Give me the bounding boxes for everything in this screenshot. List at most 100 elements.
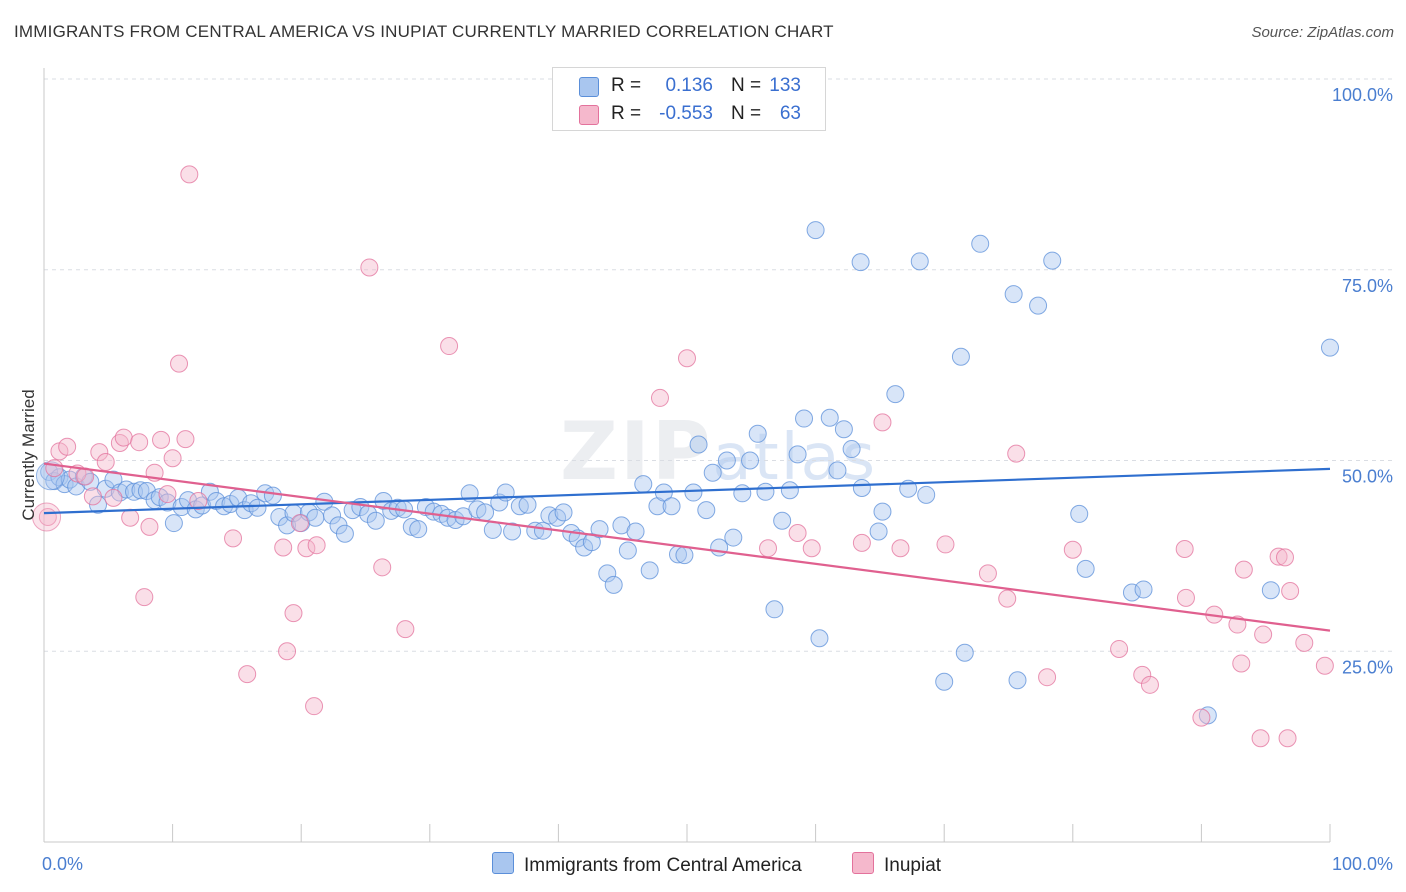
point-inupiat xyxy=(130,433,149,452)
point-central-america xyxy=(604,575,623,594)
point-inupiat xyxy=(297,539,316,558)
point-central-america xyxy=(724,528,743,547)
point-central-america xyxy=(756,482,775,501)
point-central-america xyxy=(1076,559,1095,578)
point-central-america xyxy=(717,451,736,470)
point-inupiat xyxy=(650,388,669,407)
point-central-america xyxy=(242,494,261,513)
legend-n-label: N = xyxy=(731,75,762,96)
point-central-america xyxy=(366,511,385,530)
point-central-america xyxy=(820,408,839,427)
series-central-america-points xyxy=(35,221,1339,725)
legend-r-label: R = xyxy=(611,103,642,124)
point-inupiat xyxy=(307,536,326,555)
point-central-america xyxy=(828,461,847,480)
point-inupiat xyxy=(1232,654,1251,673)
point-inupiat xyxy=(1192,708,1211,727)
point-inupiat xyxy=(45,459,64,478)
point-central-america xyxy=(910,252,929,271)
point-central-america xyxy=(886,385,905,404)
point-inupiat xyxy=(224,529,243,548)
point-inupiat xyxy=(1007,444,1026,463)
point-inupiat xyxy=(1315,656,1334,675)
point-central-america xyxy=(125,482,144,501)
point-central-america xyxy=(733,484,752,503)
legend: R = 0.136 N = 133 R = -0.553 N = 63 xyxy=(552,67,826,131)
chart-title: IMMIGRANTS FROM CENTRAL AMERICA VS INUPI… xyxy=(14,22,834,41)
point-inupiat xyxy=(360,258,379,277)
bottom-legend-label: Immigrants from Central America xyxy=(524,855,802,876)
bottom-legend-swatch-pink xyxy=(852,852,874,874)
axes xyxy=(43,68,1331,843)
point-inupiat xyxy=(32,502,62,532)
point-inupiat xyxy=(83,487,102,506)
point-central-america xyxy=(483,520,502,539)
point-central-america xyxy=(640,561,659,580)
point-central-america xyxy=(248,498,267,517)
point-inupiat xyxy=(678,349,696,368)
point-central-america xyxy=(618,541,637,560)
point-central-america xyxy=(1134,580,1153,599)
point-central-america xyxy=(834,420,853,439)
point-inupiat xyxy=(180,165,199,184)
point-central-america xyxy=(263,486,282,505)
point-central-america xyxy=(773,511,792,530)
x-tick-label: 100.0% xyxy=(1332,854,1393,874)
point-inupiat xyxy=(440,337,459,356)
point-central-america xyxy=(598,564,617,583)
point-inupiat xyxy=(96,453,115,472)
point-central-america xyxy=(1122,583,1141,602)
point-inupiat xyxy=(1133,665,1152,684)
point-central-america xyxy=(518,495,537,514)
series-inupiat-points xyxy=(32,165,1334,748)
point-inupiat xyxy=(104,488,123,507)
point-inupiat xyxy=(1175,540,1194,559)
point-central-america xyxy=(1004,285,1023,304)
point-central-america xyxy=(951,347,970,366)
point-inupiat xyxy=(873,413,892,432)
point-central-america xyxy=(955,643,974,662)
legend-r-label: R = xyxy=(611,75,642,96)
point-central-america xyxy=(503,522,522,541)
point-central-america xyxy=(842,440,861,459)
point-central-america xyxy=(1261,581,1280,600)
point-central-america xyxy=(971,234,990,253)
point-central-america xyxy=(684,483,703,502)
point-central-america xyxy=(335,524,354,543)
point-inupiat xyxy=(373,558,392,577)
trend-line-central-america xyxy=(43,467,1331,515)
point-central-america xyxy=(788,445,807,464)
point-central-america xyxy=(662,497,681,516)
point-inupiat xyxy=(278,642,297,661)
bottom-legend-swatch-blue xyxy=(492,852,514,874)
point-inupiat xyxy=(1038,668,1057,687)
point-inupiat xyxy=(58,437,77,456)
point-central-america xyxy=(1029,296,1048,315)
point-central-america xyxy=(795,409,814,428)
point-inupiat xyxy=(802,539,821,558)
trend-line-inupiat xyxy=(43,462,1331,632)
point-central-america xyxy=(131,481,150,500)
point-inupiat xyxy=(1281,581,1300,600)
point-central-america xyxy=(869,522,888,541)
legend-swatch-blue xyxy=(579,77,599,97)
point-inupiat xyxy=(396,620,415,639)
legend-n-value: 133 xyxy=(769,75,801,96)
point-inupiat xyxy=(1063,540,1082,559)
point-inupiat xyxy=(90,443,109,462)
point-inupiat xyxy=(852,533,871,552)
point-inupiat xyxy=(1176,588,1195,607)
legend-row-inupiat: R = -0.553 N = 63 xyxy=(553,101,825,129)
point-inupiat xyxy=(290,514,309,533)
point-inupiat xyxy=(152,430,171,449)
point-inupiat xyxy=(1295,633,1314,652)
bottom-legend-label: Inupiat xyxy=(884,855,942,876)
y-tick-label: 75.0% xyxy=(1342,276,1393,296)
point-central-america xyxy=(873,502,892,521)
point-central-america xyxy=(89,495,108,514)
legend-r-value: 0.136 xyxy=(665,75,713,96)
point-central-america xyxy=(710,538,729,557)
point-central-america xyxy=(806,221,825,240)
y-tick-label: 100.0% xyxy=(1332,85,1393,105)
